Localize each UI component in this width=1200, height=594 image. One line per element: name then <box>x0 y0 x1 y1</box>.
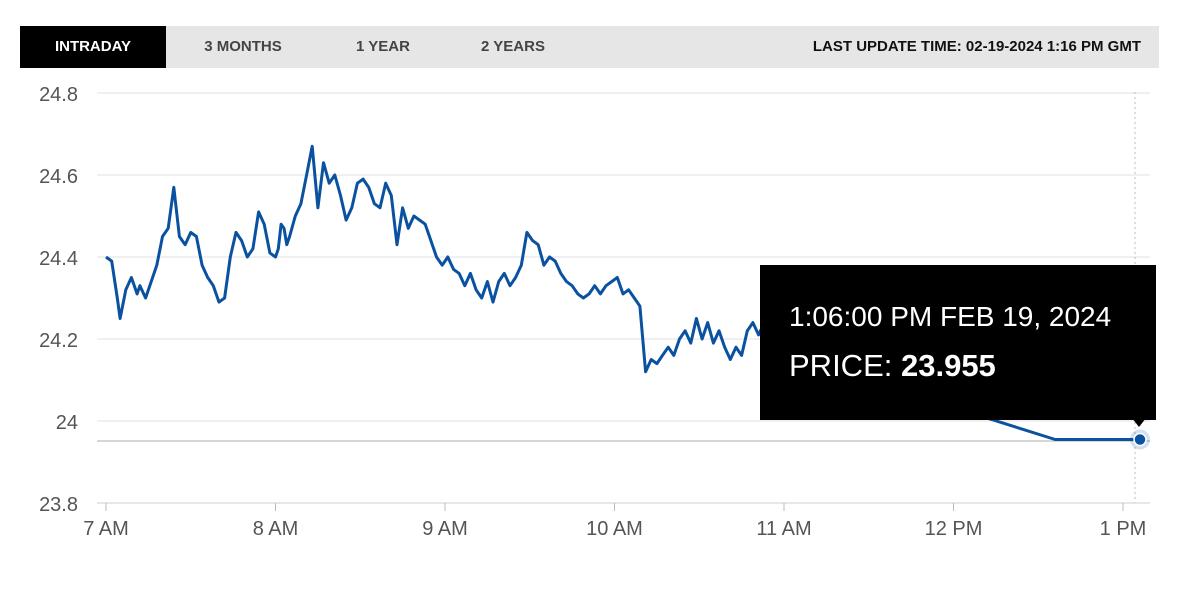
tab-2-years[interactable]: 2 YEARS <box>481 38 545 55</box>
y-tick-label: 23.8 <box>39 494 78 516</box>
y-tick-label: 24.2 <box>39 330 78 352</box>
tooltip-price-label: PRICE: <box>789 348 893 383</box>
tooltip-pointer <box>1132 418 1146 427</box>
y-tick-label: 24.6 <box>39 166 78 188</box>
last-update-time: LAST UPDATE TIME: 02-19-2024 1:16 PM GMT <box>812 38 1141 55</box>
price-series-line <box>105 144 1140 441</box>
tooltip-time: 1:06:00 PM FEB 19, 2024 <box>789 301 1112 332</box>
x-tick-label: 10 AM <box>586 518 643 540</box>
highlight-point[interactable] <box>1133 432 1147 447</box>
price-tooltip: 1:06:00 PM FEB 19, 2024 PRICE: 23.955 <box>760 265 1156 427</box>
x-tick-label: 9 AM <box>422 518 468 540</box>
x-tick-label: 12 PM <box>925 518 983 540</box>
x-axis-labels: 7 AM 8 AM 9 AM 10 AM 11 AM 12 PM 1 PM <box>83 518 1146 540</box>
y-axis-labels: 24.8 24.6 24.4 24.2 24 23.8 <box>39 84 78 516</box>
tooltip-price-value: 23.955 <box>900 348 996 383</box>
x-tick-label: 8 AM <box>253 518 299 540</box>
tooltip-price: PRICE: 23.955 <box>789 348 996 384</box>
x-tick-label: 11 AM <box>756 518 811 540</box>
tab-3-months[interactable]: 3 MONTHS <box>204 38 282 55</box>
tab-intraday[interactable]: INTRADAY <box>20 26 166 68</box>
y-tick-label: 24.8 <box>39 84 78 106</box>
x-tick-label: 7 AM <box>83 518 129 540</box>
y-tick-label: 24 <box>56 412 78 434</box>
y-tick-label: 24.4 <box>39 248 78 270</box>
range-tab-bar: INTRADAY 3 MONTHS 1 YEAR 2 YEARS LAST UP… <box>20 26 1159 68</box>
tab-1-year[interactable]: 1 YEAR <box>356 38 410 55</box>
x-tick-label: 1 PM <box>1100 518 1147 540</box>
x-axis-ticks <box>105 503 1124 511</box>
